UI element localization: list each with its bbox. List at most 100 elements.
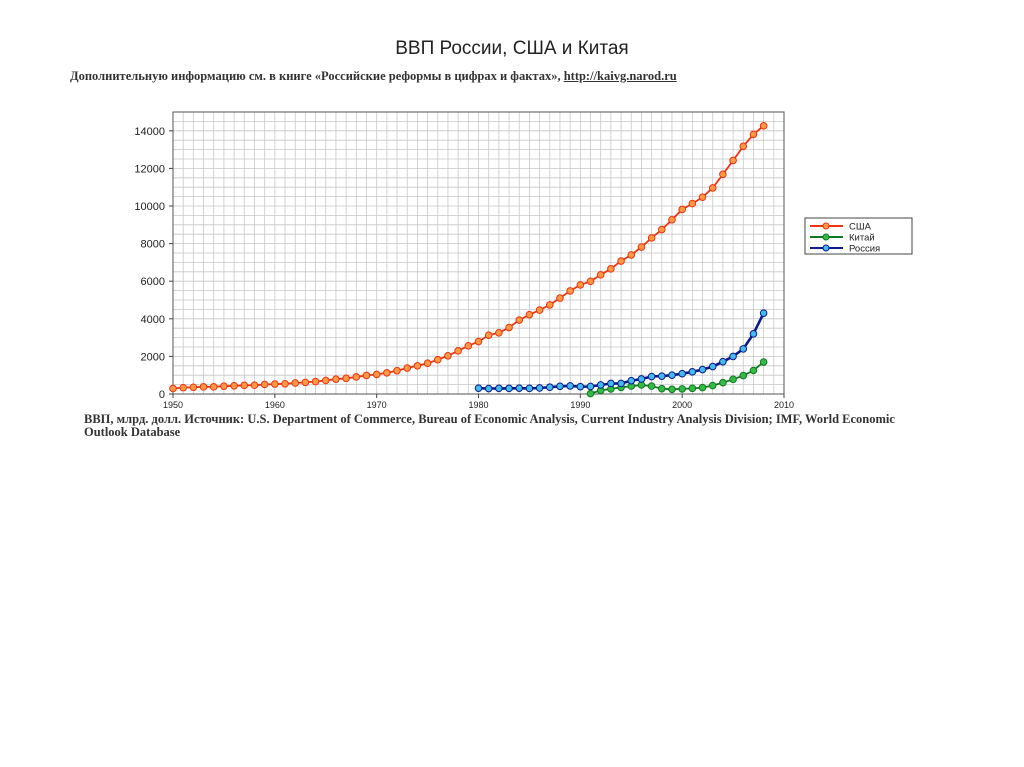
legend-swatch-marker	[822, 222, 830, 230]
x-tick-label: 2000	[672, 400, 692, 410]
data-point	[759, 309, 768, 317]
axis-ticks: 0 2000 4000 6000 8000 10000 12000 14000 1950 1960…	[134, 126, 794, 410]
data-point	[433, 355, 442, 364]
data-point	[393, 366, 401, 375]
data-point	[739, 345, 748, 353]
data-point	[698, 193, 707, 201]
data-point	[719, 378, 727, 387]
data-point	[678, 205, 686, 214]
x-tick-label: 1960	[265, 400, 285, 410]
y-tick-label: 8000	[141, 239, 165, 251]
data-point	[403, 364, 412, 372]
data-point	[240, 381, 249, 390]
data-point	[647, 382, 656, 390]
legend-label: Россия	[849, 244, 880, 255]
data-point	[658, 372, 666, 380]
data-point	[311, 377, 320, 386]
data-point	[637, 243, 646, 251]
data-point	[729, 375, 737, 384]
source-note: ВВП, млрд. долл. Источник: U.S. Departme…	[84, 412, 895, 439]
data-point	[729, 156, 737, 165]
data-point	[545, 301, 554, 309]
data-point	[332, 375, 340, 383]
data-point	[525, 384, 534, 393]
data-point	[759, 122, 768, 130]
data-point	[281, 379, 289, 388]
data-point	[596, 381, 605, 389]
source-link[interactable]: http://kaivg.narod.ru	[563, 69, 677, 83]
subtitle-text: Дополнительную информацию см. в книге «Р…	[70, 69, 561, 83]
data-point	[301, 378, 310, 387]
data-point	[698, 383, 707, 392]
data-point	[505, 384, 513, 393]
legend-label: США	[849, 222, 872, 233]
data-point	[678, 385, 686, 393]
data-point	[607, 379, 615, 388]
data-point	[668, 385, 676, 394]
data-point	[260, 380, 269, 389]
series-layer	[169, 122, 768, 398]
data-point	[271, 380, 279, 388]
data-point	[576, 281, 585, 289]
data-point	[464, 342, 473, 350]
data-point	[688, 368, 697, 376]
data-point	[678, 369, 686, 378]
data-point	[474, 384, 483, 392]
data-point	[444, 352, 452, 360]
data-point	[179, 383, 187, 392]
data-point	[352, 373, 361, 381]
data-point	[698, 365, 707, 374]
x-tick-label: 1980	[468, 400, 488, 410]
y-tick-label: 0	[159, 389, 165, 401]
y-tick-label: 10000	[134, 201, 165, 213]
data-point	[535, 384, 544, 392]
y-tick-label: 14000	[134, 126, 165, 138]
data-point	[321, 376, 330, 385]
data-point	[230, 381, 238, 390]
y-tick-label: 4000	[141, 314, 165, 326]
data-point	[749, 366, 758, 375]
data-point	[372, 370, 381, 379]
data-point	[719, 357, 727, 366]
data-point	[647, 234, 656, 242]
data-point	[566, 287, 574, 295]
data-point	[495, 384, 503, 393]
x-tick-label: 2010	[774, 400, 794, 410]
data-point	[708, 381, 717, 390]
plot-grid	[172, 111, 785, 395]
data-point	[658, 384, 666, 393]
data-point	[708, 184, 717, 192]
data-point	[617, 379, 625, 388]
data-point	[474, 337, 483, 346]
data-point	[668, 215, 676, 224]
data-point	[495, 329, 503, 337]
data-point	[739, 371, 748, 380]
data-point	[535, 306, 544, 314]
data-point	[607, 265, 615, 273]
data-point	[556, 294, 564, 302]
x-tick-label: 1950	[163, 400, 183, 410]
data-point	[515, 316, 524, 324]
data-point	[189, 383, 198, 392]
x-tick-label: 1990	[570, 400, 590, 410]
data-point	[291, 379, 300, 387]
chart-title: ВВП России, США и Китая	[395, 38, 629, 59]
data-point	[342, 374, 350, 383]
data-point	[668, 371, 676, 380]
y-tick-label: 2000	[141, 351, 165, 363]
data-point	[749, 330, 758, 338]
data-point	[647, 372, 656, 381]
data-point	[169, 384, 177, 393]
legend-swatch-marker	[822, 244, 830, 252]
data-point	[250, 381, 259, 390]
data-point	[586, 389, 595, 398]
data-point	[505, 323, 513, 332]
data-point	[566, 382, 574, 390]
y-tick-label: 6000	[141, 276, 165, 288]
y-tick-label: 12000	[134, 163, 165, 175]
data-point	[586, 277, 595, 286]
data-point	[759, 358, 768, 366]
data-point	[596, 271, 605, 279]
